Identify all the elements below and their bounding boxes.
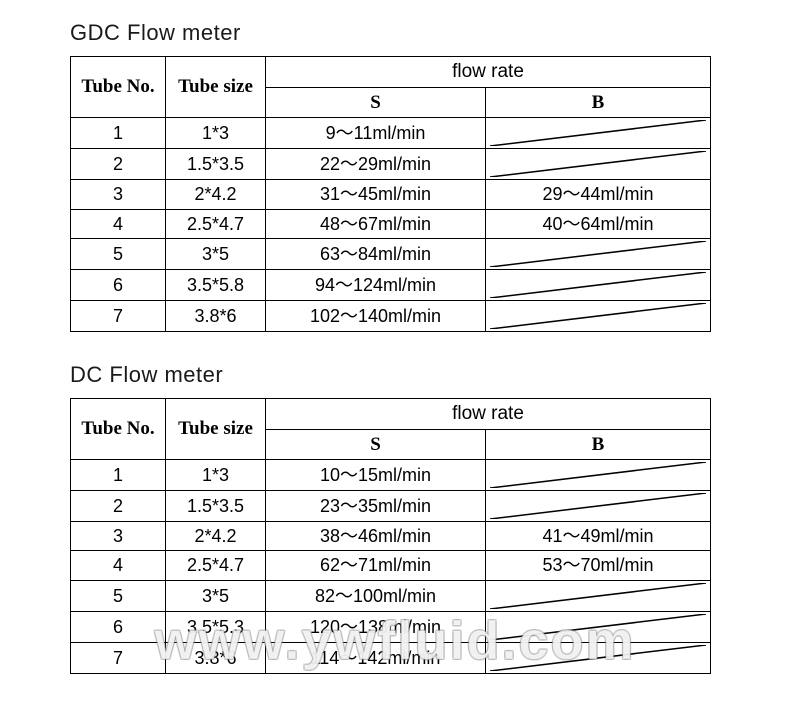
table-row: 11*310～15ml/min [71, 460, 711, 491]
cell-tube-size: 2.5*4.7 [166, 209, 266, 238]
cell-tube-size: 3*5 [166, 580, 266, 611]
cell-tube-size: 1*3 [166, 460, 266, 491]
cell-flow-b-empty [486, 238, 711, 269]
cell-flow-s: 120～138ml/min [266, 611, 486, 642]
cell-tube-no: 6 [71, 611, 166, 642]
dc-flow-table: Tube No. Tube size flow rate S B 11*310～… [70, 398, 711, 674]
cell-flow-b-empty [486, 460, 711, 491]
table-row: 42.5*4.762～71ml/min53～70ml/min [71, 551, 711, 580]
cell-tube-size: 2.5*4.7 [166, 551, 266, 580]
table-row: 21.5*3.522～29ml/min [71, 149, 711, 180]
cell-flow-b: 53～70ml/min [486, 551, 711, 580]
table-row: 32*4.231～45ml/min29～44ml/min [71, 180, 711, 209]
table-row: 11*39～11ml/min [71, 118, 711, 149]
dc-hdr-flow-rate: flow rate [266, 398, 711, 429]
table-row: 73.8*6102～140ml/min [71, 300, 711, 331]
cell-tube-size: 1.5*3.5 [166, 491, 266, 522]
dc-hdr-s: S [266, 429, 486, 460]
cell-tube-no: 4 [71, 209, 166, 238]
cell-flow-s: 94～124ml/min [266, 269, 486, 300]
cell-flow-s: 10～15ml/min [266, 460, 486, 491]
section-title-gdc: GDC Flow meter [70, 20, 720, 46]
cell-flow-b-empty [486, 118, 711, 149]
table-row: 32*4.238～46ml/min41～49ml/min [71, 522, 711, 551]
cell-flow-s: 31～45ml/min [266, 180, 486, 209]
table-row: 42.5*4.748～67ml/min40～64ml/min [71, 209, 711, 238]
dc-hdr-tube-no: Tube No. [71, 398, 166, 459]
cell-tube-size: 3.8*6 [166, 300, 266, 331]
cell-flow-s: 82～100ml/min [266, 580, 486, 611]
cell-tube-no: 5 [71, 580, 166, 611]
table-row: 63.5*5.894～124ml/min [71, 269, 711, 300]
gdc-hdr-b: B [486, 87, 711, 118]
cell-flow-b-empty [486, 269, 711, 300]
cell-flow-s: 22～29ml/min [266, 149, 486, 180]
cell-flow-b-empty [486, 491, 711, 522]
cell-tube-no: 7 [71, 300, 166, 331]
cell-tube-size: 1*3 [166, 118, 266, 149]
gdc-hdr-tube-no: Tube No. [71, 57, 166, 118]
cell-tube-size: 2*4.2 [166, 180, 266, 209]
cell-tube-no: 1 [71, 460, 166, 491]
cell-flow-s: 48～67ml/min [266, 209, 486, 238]
cell-flow-b-empty [486, 642, 711, 673]
cell-tube-no: 3 [71, 522, 166, 551]
cell-flow-s: 23～35ml/min [266, 491, 486, 522]
cell-tube-size: 3.5*5.8 [166, 269, 266, 300]
cell-tube-no: 7 [71, 642, 166, 673]
cell-flow-s: 38～46ml/min [266, 522, 486, 551]
cell-tube-no: 1 [71, 118, 166, 149]
cell-flow-s: 102～140ml/min [266, 300, 486, 331]
section-title-dc: DC Flow meter [70, 362, 720, 388]
cell-tube-size: 2*4.2 [166, 522, 266, 551]
cell-flow-b-empty [486, 611, 711, 642]
cell-flow-s: 62～71ml/min [266, 551, 486, 580]
cell-flow-b: 29～44ml/min [486, 180, 711, 209]
gdc-flow-table: Tube No. Tube size flow rate S B 11*39～1… [70, 56, 711, 332]
cell-flow-b-empty [486, 300, 711, 331]
cell-tube-no: 2 [71, 491, 166, 522]
cell-tube-size: 3.5*5.3 [166, 611, 266, 642]
cell-tube-no: 2 [71, 149, 166, 180]
cell-tube-size: 3.8*6 [166, 642, 266, 673]
cell-tube-no: 6 [71, 269, 166, 300]
dc-tbody: 11*310～15ml/min21.5*3.523～35ml/min32*4.2… [71, 460, 711, 674]
cell-tube-size: 1.5*3.5 [166, 149, 266, 180]
table-row: 53*563～84ml/min [71, 238, 711, 269]
dc-hdr-b: B [486, 429, 711, 460]
table-row: 63.5*5.3120～138ml/min [71, 611, 711, 642]
cell-tube-no: 4 [71, 551, 166, 580]
cell-flow-s: 114～142ml/min [266, 642, 486, 673]
cell-flow-s: 9～11ml/min [266, 118, 486, 149]
gdc-tbody: 11*39～11ml/min21.5*3.522～29ml/min32*4.23… [71, 118, 711, 332]
cell-flow-s: 63～84ml/min [266, 238, 486, 269]
cell-tube-no: 3 [71, 180, 166, 209]
cell-tube-size: 3*5 [166, 238, 266, 269]
cell-flow-b: 41～49ml/min [486, 522, 711, 551]
gdc-hdr-s: S [266, 87, 486, 118]
page: GDC Flow meter Tube No. Tube size flow r… [0, 0, 790, 704]
table-row: 73.8*6114～142ml/min [71, 642, 711, 673]
cell-flow-b: 40～64ml/min [486, 209, 711, 238]
cell-tube-no: 5 [71, 238, 166, 269]
gdc-hdr-tube-size: Tube size [166, 57, 266, 118]
dc-hdr-tube-size: Tube size [166, 398, 266, 459]
table-row: 53*582～100ml/min [71, 580, 711, 611]
gdc-hdr-flow-rate: flow rate [266, 57, 711, 88]
cell-flow-b-empty [486, 580, 711, 611]
cell-flow-b-empty [486, 149, 711, 180]
table-row: 21.5*3.523～35ml/min [71, 491, 711, 522]
